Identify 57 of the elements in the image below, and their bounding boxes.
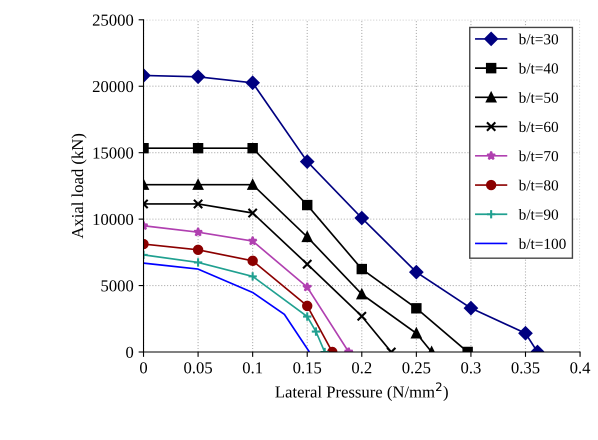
y-tick-label: 10000 — [94, 214, 134, 226]
point — [356, 288, 367, 300]
point — [192, 179, 204, 190]
y-tick-label: 20000 — [92, 80, 134, 92]
point — [247, 208, 258, 218]
point — [302, 200, 312, 210]
x-tick-label: 0.4 — [570, 362, 590, 374]
y-tick-label: 5000 — [101, 280, 134, 292]
point — [464, 301, 478, 316]
legend-label: b/t=40 — [518, 62, 558, 74]
point — [518, 326, 532, 340]
point — [356, 264, 367, 274]
x-tick-label: 0.1 — [242, 362, 262, 374]
x-tick-label: 0.2 — [352, 362, 372, 374]
x-tick-label: 0.25 — [402, 362, 430, 374]
point — [300, 154, 314, 169]
x-tick-label: 0.15 — [293, 362, 322, 374]
point — [310, 326, 322, 337]
x-axis-title: Lateral Pressure (N/mm$^{2}$) — [275, 382, 448, 401]
point — [192, 142, 204, 154]
y-tick-label: 25000 — [92, 14, 134, 26]
legend-label: b/t=70 — [518, 150, 558, 162]
x-tick-label: 0.3 — [461, 362, 481, 374]
point — [247, 142, 258, 154]
point — [247, 256, 258, 266]
legend-label: b/t=50 — [518, 92, 558, 103]
point — [247, 179, 258, 190]
point — [411, 328, 422, 338]
legend-label: b/t=90 — [518, 209, 558, 220]
y-tick-label: 0 — [126, 346, 134, 358]
point — [354, 211, 369, 225]
legend-label: b/t=30 — [518, 34, 558, 44]
x-tick-label: 0.35 — [512, 362, 540, 374]
point — [302, 258, 312, 270]
point — [192, 198, 204, 210]
y-tick-label: 15000 — [94, 147, 134, 159]
point — [193, 226, 204, 237]
point — [247, 271, 258, 282]
x-tick-label: 0.05 — [184, 362, 212, 374]
legend-label: b/t=80 — [518, 180, 558, 191]
y-axis-title: Axial load (kN) — [71, 134, 87, 238]
point — [356, 311, 367, 322]
legend-label: b/t=100 — [518, 238, 566, 249]
point — [411, 303, 422, 314]
point — [302, 300, 312, 312]
point — [302, 311, 312, 322]
point — [302, 282, 312, 292]
point — [409, 265, 424, 280]
point — [192, 257, 204, 268]
x-tick-label: 0 — [140, 362, 148, 374]
line-series — [144, 262, 310, 352]
legend-label: b/t=60 — [518, 121, 558, 132]
point — [246, 76, 260, 90]
point — [192, 244, 204, 256]
point — [248, 236, 258, 246]
point — [191, 70, 206, 84]
point — [302, 232, 312, 242]
